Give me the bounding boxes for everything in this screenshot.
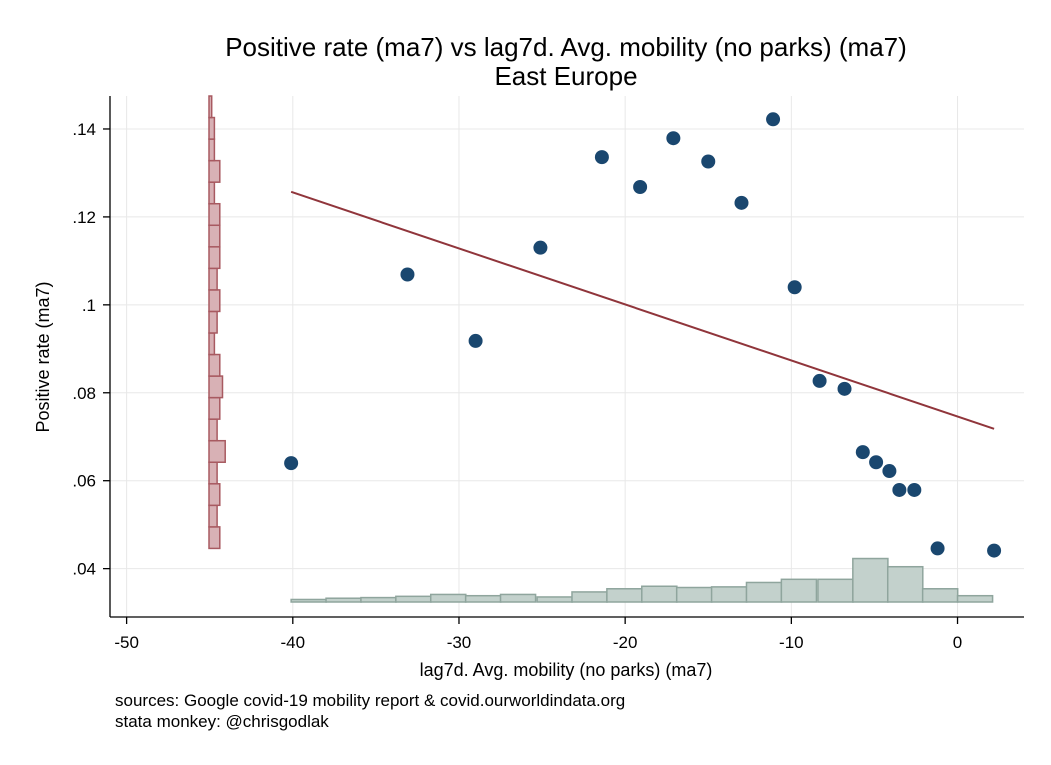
scatter-point <box>987 543 1002 558</box>
scatter-point <box>837 381 852 396</box>
y-histogram-bar <box>208 310 218 334</box>
x-histogram-bar <box>325 597 362 603</box>
x-histogram-bar <box>956 594 994 603</box>
grid <box>110 96 1024 617</box>
x-histogram <box>290 557 994 603</box>
x-tick-label: 0 <box>953 633 962 652</box>
x-histogram-bar <box>886 565 924 603</box>
scatter-point <box>766 112 781 127</box>
scatter-point <box>284 456 299 471</box>
x-histogram-bar <box>464 594 502 603</box>
y-tick-label: .08 <box>72 384 96 403</box>
y-histogram-bar <box>208 181 216 205</box>
axes: -50 -40 -30 -20 -10 0 .04 .06 .08 .1 .12 .14 <box>72 96 1024 652</box>
y-histogram-bar <box>208 439 226 463</box>
scatter-points <box>284 112 1002 558</box>
credit-note: stata monkey: @chrisgodlak <box>115 712 329 731</box>
x-histogram-bar <box>606 588 643 603</box>
x-histogram-bar <box>745 581 783 603</box>
fit-line-group <box>290 190 995 430</box>
x-tick-label: -10 <box>779 633 804 652</box>
x-histogram-bar <box>360 596 397 603</box>
scatter-point <box>892 482 907 497</box>
y-tick-label: .12 <box>72 208 96 227</box>
x-histogram-bar <box>536 596 573 603</box>
scatter-point <box>787 280 802 295</box>
scatter-point <box>869 455 884 470</box>
y-histogram-bar <box>208 526 221 550</box>
y-histogram-bar <box>208 116 216 140</box>
x-tick-label: -40 <box>281 633 306 652</box>
sources-note: sources: Google covid-19 mobility report… <box>115 691 626 710</box>
y-histogram-bar <box>208 353 221 377</box>
scatter-point <box>812 373 827 388</box>
scatter-point <box>855 445 870 460</box>
y-histogram-bar <box>208 461 218 485</box>
chart-subtitle: East Europe <box>494 61 637 91</box>
scatter-point <box>882 464 897 479</box>
x-histogram-bar <box>499 593 537 603</box>
x-tick-label: -30 <box>447 633 472 652</box>
x-axis-title: lag7d. Avg. mobility (no parks) (ma7) <box>420 660 713 680</box>
scatter-point <box>633 180 648 195</box>
x-histogram-bar <box>710 586 748 603</box>
x-histogram-bar <box>921 588 959 603</box>
x-histogram-bar <box>571 591 608 603</box>
y-histogram-bar <box>208 138 216 162</box>
scatter-point <box>400 267 415 282</box>
x-histogram-bar <box>395 595 432 603</box>
x-histogram-bar <box>817 578 854 603</box>
y-histogram-bar <box>208 202 221 227</box>
x-tick-label: -20 <box>613 633 638 652</box>
y-histogram-bar <box>208 95 213 119</box>
y-histogram <box>208 95 226 550</box>
x-histogram-bar <box>675 586 713 603</box>
scatter-point <box>930 541 945 556</box>
x-histogram-bar <box>290 598 327 603</box>
fit-line <box>290 190 995 430</box>
scatter-point <box>666 131 681 146</box>
x-histogram-bar <box>429 593 467 603</box>
x-histogram-bar <box>852 557 889 603</box>
scatter-point <box>701 154 716 169</box>
y-axis-title: Positive rate (ma7) <box>33 281 53 432</box>
scatter-point <box>734 195 749 210</box>
y-histogram-bar <box>208 224 221 248</box>
y-histogram-bar <box>208 375 224 399</box>
chart-title: Positive rate (ma7) vs lag7d. Avg. mobil… <box>225 32 907 62</box>
y-histogram-bar <box>208 246 221 270</box>
x-histogram-bar <box>780 578 818 603</box>
y-tick-label: .1 <box>82 296 96 315</box>
y-histogram-bar <box>208 504 218 528</box>
x-tick-label: -50 <box>114 633 139 652</box>
scatter-point <box>907 482 922 497</box>
y-tick-label: .06 <box>72 472 96 491</box>
y-histogram-bar <box>208 332 216 356</box>
y-histogram-bar <box>208 483 221 507</box>
y-histogram-bar <box>208 418 218 442</box>
scatter-point <box>468 333 483 348</box>
y-histogram-bar <box>208 267 218 291</box>
y-tick-label: .04 <box>72 560 96 579</box>
y-histogram-bar <box>208 289 221 313</box>
y-histogram-bar <box>208 159 221 183</box>
y-histogram-bar <box>208 396 221 420</box>
y-tick-label: .14 <box>72 120 96 139</box>
scatter-point <box>533 240 548 255</box>
scatter-point <box>594 150 609 165</box>
x-histogram-bar <box>641 585 678 603</box>
